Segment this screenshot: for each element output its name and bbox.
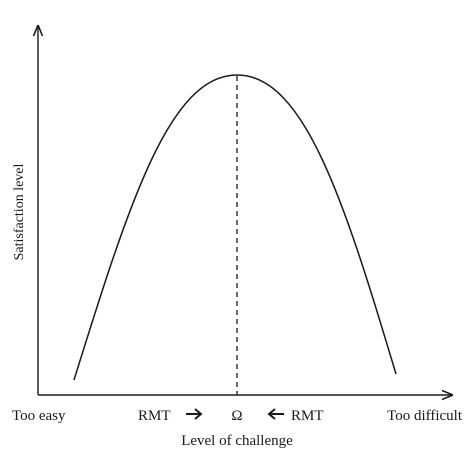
rmt-right-label: RMT <box>291 408 324 424</box>
omega-label: Ω <box>231 408 242 424</box>
arrow-left-icon <box>267 408 284 420</box>
rmt-left-label: RMT <box>138 408 171 424</box>
y-axis-label: Satisfaction level <box>12 163 27 260</box>
x-axis-label: Level of challenge <box>181 433 293 449</box>
arrow-right-icon <box>186 408 203 420</box>
satisfaction-curve <box>73 74 397 381</box>
x-label-too-difficult: Too difficult <box>387 408 463 424</box>
x-label-too-easy: Too easy <box>12 408 66 424</box>
